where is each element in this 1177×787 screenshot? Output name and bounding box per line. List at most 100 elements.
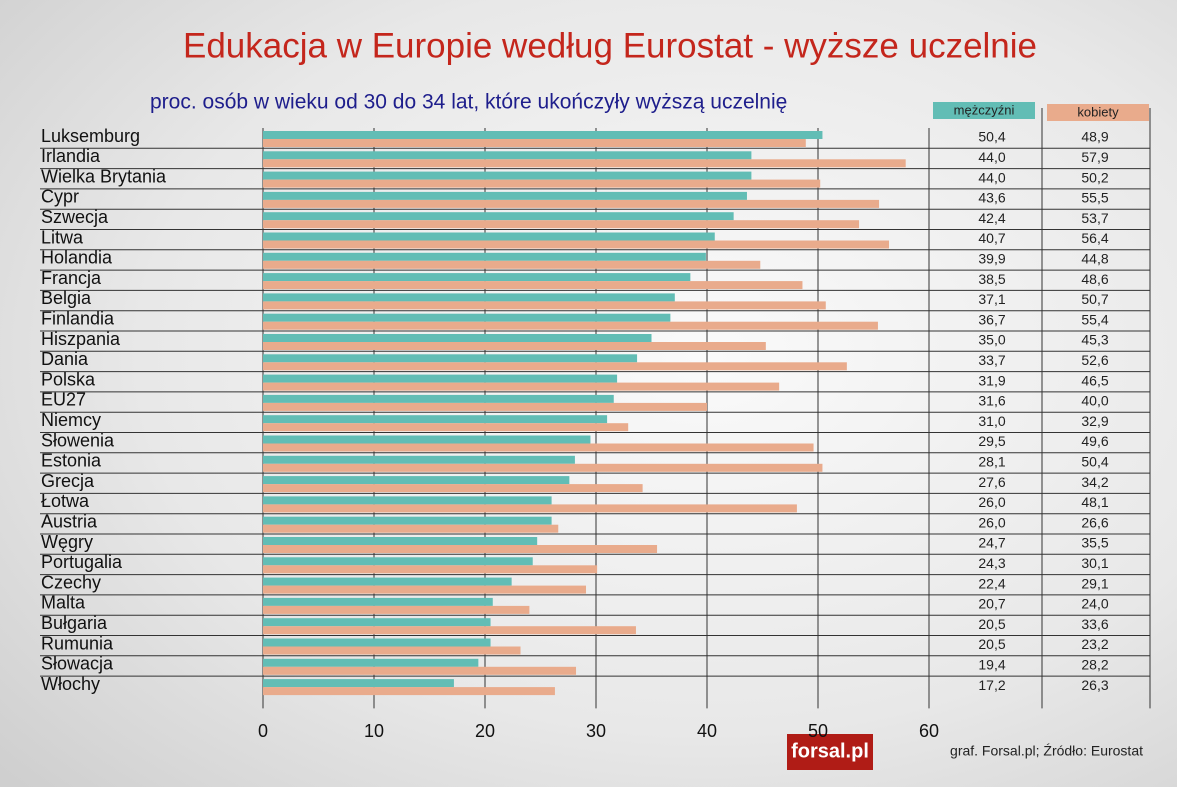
y-tick-label: Włochy <box>41 674 100 694</box>
bar <box>263 252 706 261</box>
y-tick-label: Niemcy <box>41 410 101 430</box>
value-label: 44,8 <box>1081 251 1108 267</box>
value-label: 31,6 <box>978 393 1005 409</box>
value-label: 57,9 <box>1081 149 1108 165</box>
bar <box>263 504 797 513</box>
bar <box>263 260 761 269</box>
x-tick-label: 10 <box>364 721 384 741</box>
bar <box>263 557 533 566</box>
value-label: 50,4 <box>978 129 1005 145</box>
bar <box>263 342 766 350</box>
bar <box>263 321 878 330</box>
value-label: 26,6 <box>1081 514 1108 530</box>
value-label: 28,2 <box>1081 657 1108 673</box>
value-label: 24,7 <box>978 535 1005 551</box>
bar <box>263 618 491 627</box>
y-tick-label: Portugalia <box>41 552 123 572</box>
y-tick-label: Holandia <box>41 248 113 268</box>
bar <box>263 638 491 647</box>
bar <box>263 687 555 696</box>
value-label: 44,0 <box>978 169 1005 185</box>
y-tick-label: EU27 <box>41 390 86 410</box>
y-tick-label: Łotwa <box>41 491 90 511</box>
value-label: 17,2 <box>978 677 1005 693</box>
value-label: 29,5 <box>978 433 1005 449</box>
x-tick-label: 0 <box>258 721 268 741</box>
bar <box>263 423 629 432</box>
value-label: 35,0 <box>978 332 1005 348</box>
value-label: 31,9 <box>978 372 1005 388</box>
bar <box>263 455 575 464</box>
value-label: 55,4 <box>1081 311 1108 327</box>
bar <box>263 646 521 655</box>
bar <box>263 212 734 221</box>
x-tick-label: 40 <box>697 721 717 741</box>
bar <box>263 151 752 160</box>
bar <box>263 415 608 424</box>
bar <box>263 463 823 472</box>
y-tick-label: Cypr <box>41 187 79 207</box>
y-tick-label: Szwecja <box>41 207 109 227</box>
source: graf. Forsal.pl; Źródło: Eurostat <box>950 743 1143 759</box>
y-tick-label: Irlandia <box>41 146 101 166</box>
value-label: 22,4 <box>978 575 1005 591</box>
bar <box>263 179 821 188</box>
chart-title: Edukacja w Europie według Eurostat - wyż… <box>183 26 1037 65</box>
value-label: 20,5 <box>978 616 1005 632</box>
value-label: 26,0 <box>978 494 1005 510</box>
value-label: 46,5 <box>1081 372 1108 388</box>
value-label: 36,7 <box>978 311 1005 327</box>
bar <box>263 443 814 452</box>
y-tick-label: Słowacja <box>41 654 114 674</box>
value-label: 48,6 <box>1081 271 1108 287</box>
y-tick-label: Finlandia <box>41 308 115 328</box>
y-tick-label: Węgry <box>41 532 93 552</box>
bar <box>263 577 512 586</box>
value-label: 29,1 <box>1081 575 1108 591</box>
bar <box>263 626 636 635</box>
logo-box <box>787 734 873 770</box>
value-label: 33,7 <box>978 352 1005 368</box>
chart-subtitle: proc. osób w wieku od 30 do 34 lat, któr… <box>150 91 787 114</box>
y-tick-label: Słowenia <box>41 430 115 450</box>
bar <box>263 354 638 363</box>
bar <box>263 191 747 200</box>
value-label: 37,1 <box>978 291 1005 307</box>
value-label: 48,9 <box>1081 129 1108 145</box>
x-tick-label: 50 <box>808 721 828 741</box>
value-label: 34,2 <box>1081 474 1108 490</box>
value-label: 24,0 <box>1081 596 1108 612</box>
value-label: 23,2 <box>1081 636 1108 652</box>
bar <box>263 334 652 342</box>
bar <box>263 658 479 667</box>
bar <box>263 666 577 675</box>
y-tick-label: Bułgaria <box>41 613 108 633</box>
value-label: 52,6 <box>1081 352 1108 368</box>
value-label: 53,7 <box>1081 210 1108 226</box>
bar <box>263 131 823 139</box>
bar <box>263 159 906 168</box>
logo: forsal.pl <box>791 740 869 762</box>
bar <box>263 171 752 180</box>
bar <box>263 435 591 444</box>
y-tick-label: Dania <box>41 349 89 369</box>
legend-swatch <box>1047 104 1149 121</box>
y-tick-label: Litwa <box>41 227 84 247</box>
bar <box>263 496 552 505</box>
x-tick-label: 20 <box>475 721 495 741</box>
bar <box>263 281 803 290</box>
bar <box>263 232 715 241</box>
bar <box>263 374 618 383</box>
value-label: 26,3 <box>1081 677 1108 693</box>
bar <box>263 605 530 614</box>
bar <box>263 362 847 371</box>
value-label: 50,4 <box>1081 454 1108 470</box>
value-label: 45,3 <box>1081 332 1108 348</box>
y-tick-label: Francja <box>41 268 102 288</box>
bar <box>263 199 880 208</box>
y-tick-label: Estonia <box>41 451 102 471</box>
bar <box>263 516 552 525</box>
value-label: 33,6 <box>1081 616 1108 632</box>
value-label: 20,7 <box>978 596 1005 612</box>
